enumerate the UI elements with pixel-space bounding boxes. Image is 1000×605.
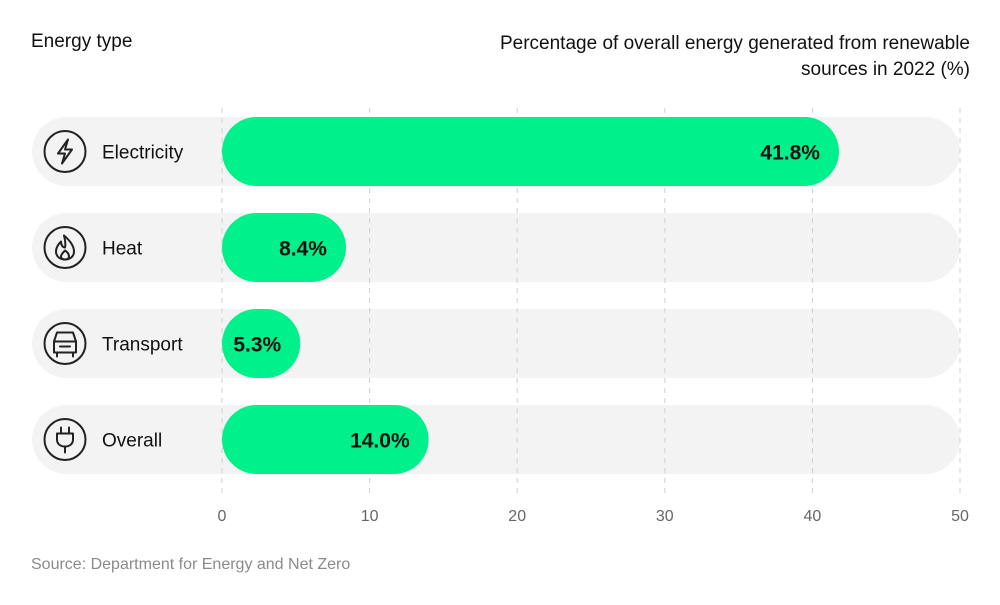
row-track-overall	[32, 405, 960, 474]
car-icon-ring	[43, 322, 87, 365]
flame-icon-ring	[43, 226, 87, 269]
value-label-electricity: 41.8%	[760, 142, 820, 165]
row-track-heat	[32, 213, 960, 282]
value-label-heat: 8.4%	[279, 238, 327, 261]
lightning-icon-glyph	[57, 138, 73, 165]
flame-icon-outer	[55, 234, 75, 261]
chart-title: Percentage of overall energy generated f…	[499, 33, 970, 80]
value-label-overall: 14.0%	[350, 430, 410, 453]
flame-icon-inner	[60, 249, 70, 261]
car-icon	[43, 322, 87, 365]
x-tick-label-40: 40	[804, 508, 822, 525]
lightning-icon-ring	[43, 130, 87, 173]
bar-heat[interactable]	[222, 213, 346, 282]
flame-icon	[43, 226, 87, 269]
x-tick-label-50: 50	[951, 508, 969, 525]
category-label-overall: Overall	[102, 431, 162, 452]
bar-transport[interactable]	[222, 309, 301, 378]
x-tick-label-10: 10	[361, 508, 379, 525]
value-label-transport: 5.3%	[233, 334, 281, 357]
plug-icon-ring	[43, 418, 87, 461]
bar-electricity[interactable]	[222, 117, 839, 186]
left-axis-heading: Energy type	[31, 31, 133, 52]
source-note: Source: Department for Energy and Net Ze…	[31, 556, 351, 573]
category-label-heat: Heat	[102, 239, 143, 260]
x-tick-label-20: 20	[508, 508, 526, 525]
plug-icon	[43, 418, 87, 461]
lightning-icon	[43, 130, 87, 173]
category-label-electricity: Electricity	[102, 143, 184, 164]
x-tick-label-30: 30	[656, 508, 674, 525]
category-label-transport: Transport	[102, 335, 183, 356]
x-tick-label-0: 0	[218, 508, 227, 525]
bar-overall[interactable]	[222, 405, 429, 474]
